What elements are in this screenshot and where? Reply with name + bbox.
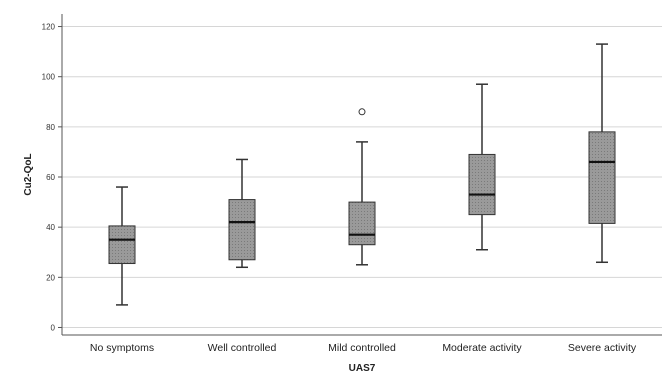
outlier-point xyxy=(358,108,366,116)
axes xyxy=(58,14,662,336)
x-category-label: Moderate activity xyxy=(442,342,522,354)
iqr-box xyxy=(108,225,136,265)
box-1 xyxy=(108,186,136,306)
box-3 xyxy=(348,108,376,266)
x-axis-title: UAS7 xyxy=(349,363,376,374)
box-5 xyxy=(588,43,616,264)
box-2 xyxy=(228,158,256,269)
x-category-label: Severe activity xyxy=(568,342,637,354)
y-tick-label: 60 xyxy=(46,173,55,182)
iqr-box xyxy=(468,153,496,216)
iqr-box xyxy=(228,199,256,261)
x-category-label: No symptoms xyxy=(90,342,154,354)
x-category-label: Mild controlled xyxy=(328,342,396,354)
box-4 xyxy=(468,83,496,251)
y-tick-label: 20 xyxy=(46,273,55,282)
iqr-box xyxy=(588,131,616,224)
y-tick-label: 80 xyxy=(46,123,55,132)
iqr-box xyxy=(348,201,376,246)
y-tick-label: 100 xyxy=(42,73,56,82)
y-axis-title: Cu2-QoL xyxy=(23,153,34,195)
x-category-label: Well controlled xyxy=(208,342,277,354)
y-tick-label: 0 xyxy=(51,323,56,332)
labels: 0 20 40 60 80 100 120 No symptoms Well controlle… xyxy=(42,23,637,354)
y-tick-label: 40 xyxy=(46,223,55,232)
y-tick-label: 120 xyxy=(42,23,56,32)
boxes xyxy=(108,43,616,306)
